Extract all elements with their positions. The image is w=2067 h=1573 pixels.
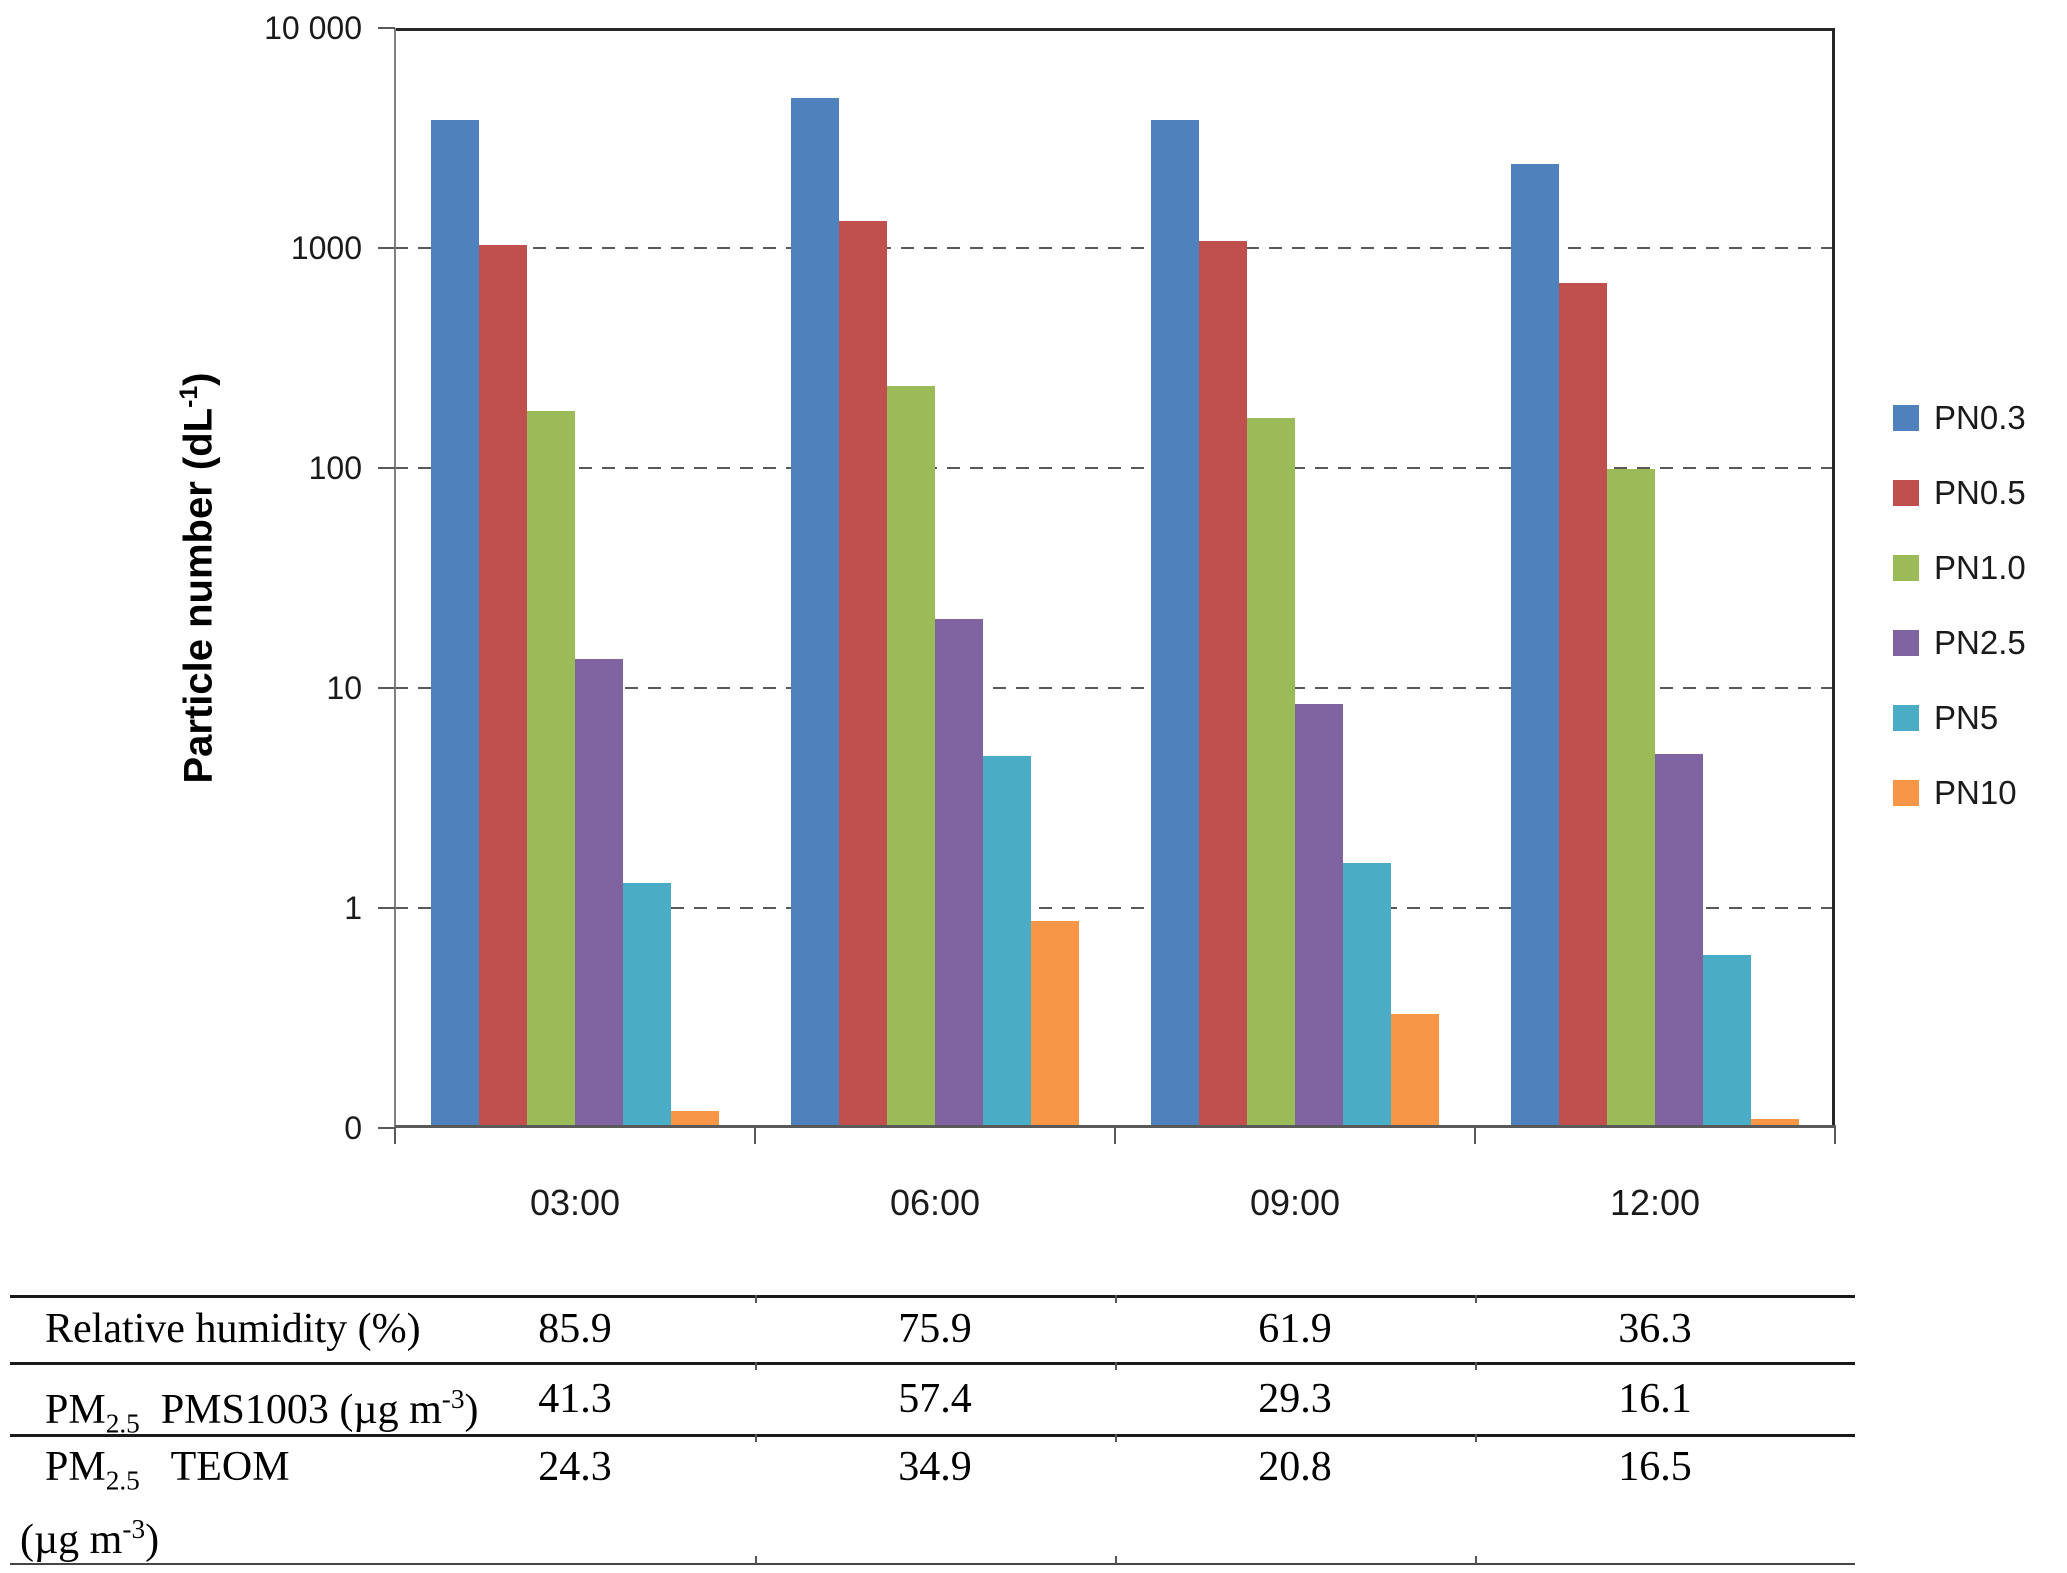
table-column-tick	[755, 1556, 757, 1564]
table-cell: 20.8	[1258, 1444, 1332, 1490]
gridline-1	[395, 907, 1835, 909]
y-tick-mark	[378, 907, 395, 909]
table-column-tick	[755, 1362, 757, 1370]
y-tick-mark	[378, 1127, 395, 1129]
table-rule-mid2	[10, 1434, 1855, 1437]
legend-swatch-PN1.0	[1893, 555, 1919, 581]
legend-label-PN1.0: PN1.0	[1934, 549, 2026, 586]
table-column-tick	[1115, 1434, 1117, 1442]
legend-swatch-PN2.5	[1893, 630, 1919, 656]
table-row-label: Relative humidity (%)	[45, 1306, 421, 1352]
x-tick-mark	[1114, 1128, 1116, 1144]
table-column-tick	[1115, 1295, 1117, 1303]
table-cell: 85.9	[538, 1306, 612, 1352]
legend-label-PN5: PN5	[1934, 699, 1999, 736]
bar-PN0.5-06:00	[839, 220, 887, 1128]
bar-PN2.5-03:00	[575, 658, 623, 1128]
y-tick-label: 1	[344, 890, 362, 926]
table-column-tick	[1475, 1362, 1477, 1370]
bar-PN5-06:00	[983, 756, 1031, 1128]
legend-swatch-PN10	[1893, 780, 1919, 806]
bar-PN2.5-12:00	[1655, 754, 1703, 1128]
bar-PN5-03:00	[623, 882, 671, 1128]
bar-PN10-06:00	[1031, 921, 1079, 1128]
table-rule-bottom	[10, 1563, 1855, 1565]
plot-frame	[395, 28, 1835, 1128]
legend-label-PN0.3: PN0.3	[1934, 399, 2026, 436]
y-tick-mark	[378, 247, 395, 249]
y-tick-label: 100	[308, 450, 362, 486]
gridline-1000	[395, 247, 1835, 249]
legend-swatch-PN0.5	[1893, 480, 1919, 506]
bar-PN5-12:00	[1703, 955, 1751, 1128]
legend-swatch-PN5	[1893, 705, 1919, 731]
table-cell: 16.1	[1618, 1376, 1692, 1422]
bar-PN0.3-12:00	[1511, 164, 1559, 1128]
y-tick-label: 10 000	[264, 10, 362, 46]
bar-PN0.5-12:00	[1559, 282, 1607, 1128]
bar-PN1.0-03:00	[527, 410, 575, 1128]
table-cell: 16.5	[1618, 1444, 1692, 1490]
table-row-label: PM2.5 PMS1003 (µg m-3)	[45, 1384, 479, 1439]
y-tick-mark	[378, 27, 395, 29]
x-axis-label-06:00: 06:00	[889, 1182, 981, 1223]
y-tick-label: 1000	[290, 230, 362, 266]
bar-PN10-09:00	[1391, 1013, 1439, 1128]
table-cell: 24.3	[538, 1444, 612, 1490]
x-axis-label-03:00: 03:00	[529, 1182, 621, 1223]
bar-PN2.5-06:00	[935, 619, 983, 1128]
table-rule-mid1	[10, 1362, 1855, 1365]
x-tick-mark	[1474, 1128, 1476, 1144]
table-row-label-line2: (µg m-3)	[20, 1514, 160, 1563]
y-tick-label: 10	[326, 670, 362, 706]
table-cell: 57.4	[898, 1376, 972, 1422]
table-cell: 29.3	[1258, 1376, 1332, 1422]
legend-label-PN2.5: PN2.5	[1934, 624, 2026, 661]
bar-PN0.3-03:00	[431, 120, 479, 1128]
legend-label-PN10: PN10	[1934, 774, 2017, 811]
legend-label-PN0.5: PN0.5	[1934, 474, 2026, 511]
table-column-tick	[1115, 1362, 1117, 1370]
table-column-tick	[1475, 1295, 1477, 1303]
bar-PN1.0-09:00	[1247, 418, 1295, 1128]
table-row-label: PM2.5 TEOM	[45, 1444, 290, 1496]
x-axis-label-09:00: 09:00	[1249, 1182, 1341, 1223]
x-tick-mark	[394, 1128, 396, 1144]
table-cell: 41.3	[538, 1376, 612, 1422]
table-column-tick	[755, 1295, 757, 1303]
table-cell: 34.9	[898, 1444, 972, 1490]
bar-PN10-12:00	[1751, 1118, 1799, 1128]
bar-PN5-09:00	[1343, 863, 1391, 1128]
table-column-tick	[1115, 1556, 1117, 1564]
table-column-tick	[755, 1434, 757, 1442]
bar-PN0.5-03:00	[479, 245, 527, 1128]
gridline-10	[395, 687, 1835, 689]
bar-PN1.0-06:00	[887, 386, 935, 1128]
bar-PN1.0-12:00	[1607, 468, 1655, 1128]
table-rule-top	[10, 1295, 1855, 1298]
bar-PN0.3-09:00	[1151, 120, 1199, 1128]
bar-PN2.5-09:00	[1295, 703, 1343, 1128]
bar-PN0.5-09:00	[1199, 240, 1247, 1128]
table-column-tick	[1475, 1556, 1477, 1564]
legend-swatch-PN0.3	[1893, 405, 1919, 431]
x-axis-line	[395, 1125, 1836, 1128]
y-tick-label: 0	[344, 1110, 362, 1146]
bar-PN0.3-06:00	[791, 98, 839, 1128]
y-tick-mark	[378, 467, 395, 469]
x-tick-mark	[1834, 1128, 1836, 1144]
x-axis-label-12:00: 12:00	[1609, 1182, 1701, 1223]
gridline-100	[395, 467, 1835, 469]
table-column-tick	[1475, 1434, 1477, 1442]
table-cell: 75.9	[898, 1306, 972, 1352]
bar-PN10-03:00	[671, 1110, 719, 1128]
y-tick-mark	[378, 687, 395, 689]
y-axis-line	[394, 28, 396, 1128]
y-axis-title: Particle number (dL-1)	[176, 372, 221, 784]
table-cell: 61.9	[1258, 1306, 1332, 1352]
table-cell: 36.3	[1618, 1306, 1692, 1352]
x-tick-mark	[754, 1128, 756, 1144]
